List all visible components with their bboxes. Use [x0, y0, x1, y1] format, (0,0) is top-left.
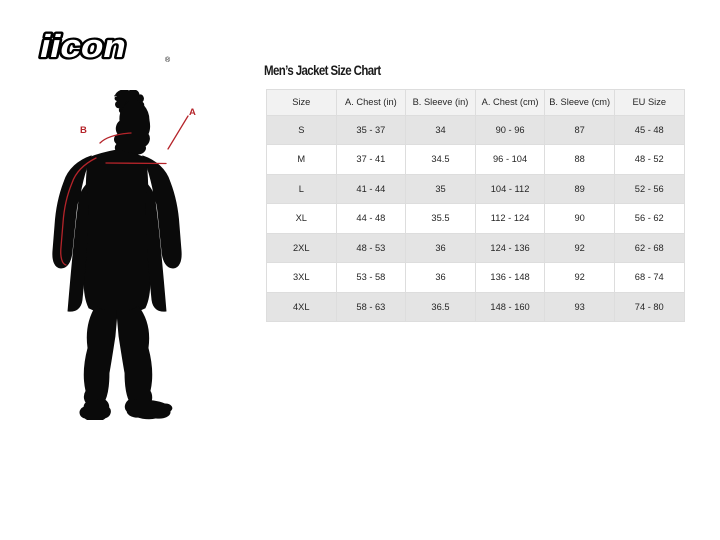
svg-text:A: A: [189, 107, 196, 118]
svg-text:®: ®: [165, 56, 171, 64]
svg-text:iicon: iicon: [37, 29, 130, 65]
svg-text:B: B: [80, 125, 87, 136]
